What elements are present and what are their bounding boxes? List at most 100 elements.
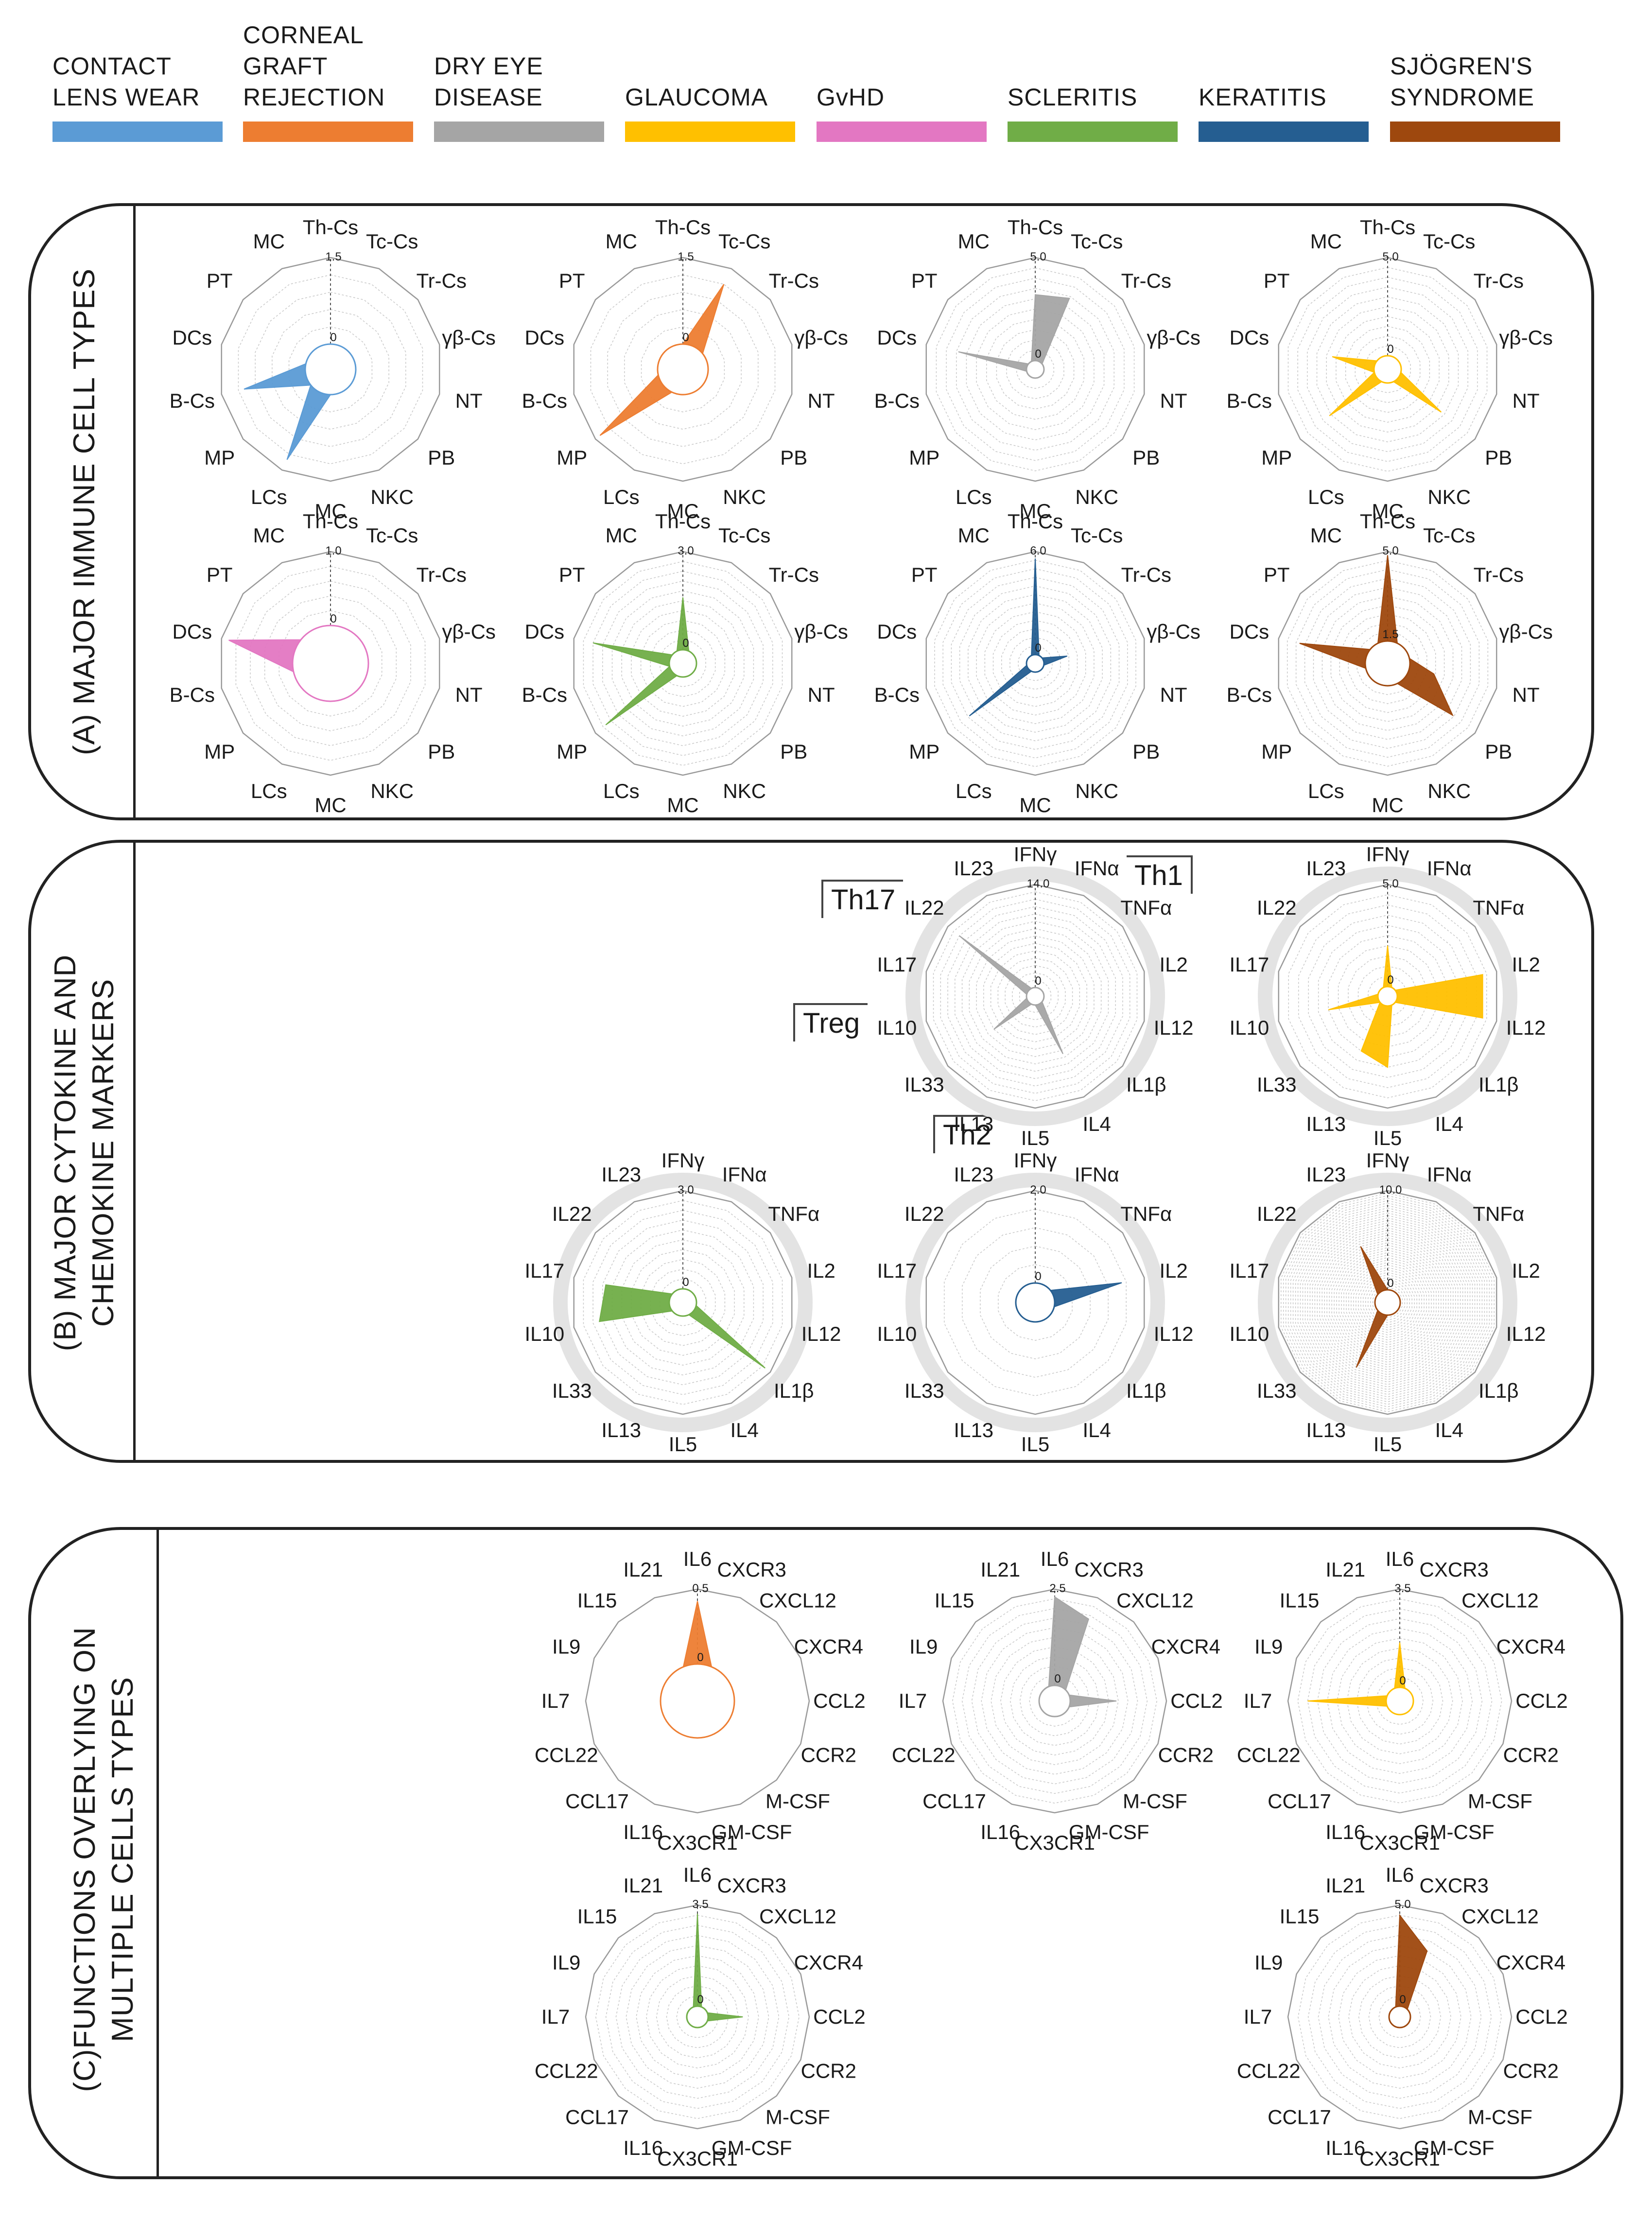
axis-label: IL21	[980, 1558, 1020, 1581]
axis-label: DCs	[524, 620, 564, 643]
outer-ring	[905, 867, 1165, 1126]
grid-ring	[1302, 1215, 1473, 1390]
grid-ring	[650, 629, 716, 697]
axis-label: γβ-Cs	[1499, 620, 1552, 643]
axis-label: CCL17	[565, 2105, 629, 2128]
axis-label: IL4	[1082, 1112, 1111, 1135]
panel-c-title: (C)FUNCTIONS OVERLYING ON MULTIPLE CELLS…	[68, 1627, 139, 2092]
axis-label: Th-Cs	[1008, 216, 1063, 239]
radar-chart: 0.5 0 IL6 CXCR3 CXCL12 CXCR4 CCL2 CCR2 M-CSF GM-C…	[535, 1547, 866, 1854]
axis-label: IL1β	[774, 1379, 814, 1402]
grid-ring	[942, 568, 1128, 759]
grid-ring	[1363, 1277, 1412, 1328]
axis-label: IL1β	[1126, 1379, 1166, 1402]
scale-max-label: 5.0	[1382, 544, 1398, 557]
axis-label: Tr-Cs	[417, 269, 467, 292]
grid-ring	[1019, 980, 1052, 1013]
grid-ring	[1278, 1190, 1497, 1415]
legend-label: GvHD	[817, 84, 885, 111]
radar-chart: 6.0 0 Th-Cs Tc-Cs Tr-Cs γβ-Cs NT PB NKC MC LCs MP B-…	[874, 510, 1200, 816]
grid-ring	[1317, 1230, 1459, 1375]
grid-ring	[1016, 350, 1054, 389]
grid-ring	[968, 594, 1103, 733]
grid-ring	[1298, 1915, 1502, 2119]
axis-label: B-Cs	[874, 683, 920, 706]
grid-ring	[1348, 623, 1427, 704]
scale-max-label: 10.0	[1379, 1183, 1402, 1197]
panel-b-title: (B) MAJOR CYTOKINE AND CHEMOKINE MARKERS	[49, 954, 120, 1352]
axis-label: IL2	[1512, 953, 1540, 976]
axis-label: IL6	[1386, 1863, 1414, 1886]
axis-label: Tc-Cs	[718, 230, 770, 253]
axis-label: IL6	[1386, 1547, 1414, 1570]
axis-label: PB	[1485, 740, 1512, 763]
axis-label: IL2	[1159, 1259, 1187, 1282]
axis-label: IL16	[980, 1821, 1020, 1843]
axis-label: Th-Cs	[303, 216, 358, 239]
scale-max-label: 1.5	[325, 250, 341, 263]
grid-ring	[1353, 1267, 1422, 1338]
axis-label: IL5	[669, 1433, 697, 1456]
grid-ring	[1018, 645, 1053, 681]
panel-b: (B) MAJOR CYTOKINE AND CHEMOKINE MARKERS	[28, 840, 1594, 1463]
zero-circle	[1015, 1282, 1056, 1323]
axis-label: IL23	[954, 857, 993, 880]
grid-ring	[983, 943, 1087, 1050]
axis-label: M-CSF	[1123, 1789, 1187, 1812]
axis-label: CCL2	[813, 1689, 865, 1712]
axis-label: PT	[559, 269, 585, 292]
axis-label: MP	[204, 740, 235, 763]
radar-chart: 3.5 0 IL6 CXCR3 CXCL12 CXCR4 CCL2 CCR2 M-CSF GM-C…	[1237, 1547, 1568, 1854]
axis-label: CXCR4	[1496, 1951, 1565, 1974]
grid-ring	[1368, 1985, 1431, 2048]
grid-ring	[621, 600, 745, 727]
grid-ring	[1278, 551, 1497, 776]
scale-max-label: 2.0	[1030, 1183, 1046, 1197]
grid-ring	[621, 1239, 745, 1366]
axis-label: MC	[667, 500, 698, 522]
grid-ring	[660, 1279, 706, 1326]
axis-label: IL23	[1306, 857, 1346, 880]
axis-label: CXCR3	[717, 1558, 786, 1581]
axis-label: IL9	[1254, 1951, 1283, 1974]
grid-ring	[925, 551, 1145, 776]
outer-ring	[905, 1173, 1165, 1432]
axis-label: Tc-Cs	[1423, 230, 1475, 253]
scale-min-label: 0	[1054, 1672, 1061, 1685]
axis-label: γβ-Cs	[794, 620, 848, 643]
scale-max-label: 5.0	[1030, 250, 1046, 263]
grid-ring	[966, 298, 1105, 440]
axis-label: CCL22	[535, 1744, 598, 1767]
axis-label: IL6	[683, 1547, 712, 1570]
scale-min-label: 0	[1035, 974, 1041, 988]
axis-label: IL1β	[1478, 1073, 1519, 1096]
zero-circle	[304, 343, 357, 396]
zero-circle	[1364, 640, 1411, 687]
grid-ring	[1287, 1200, 1488, 1405]
axis-label: B-Cs	[170, 389, 215, 412]
axis-label: IL22	[1257, 896, 1297, 919]
axis-label: MC	[1372, 500, 1403, 522]
scale-max-label: 3.0	[678, 544, 694, 557]
axis-label: MP	[909, 740, 939, 763]
axis-label: IL15	[577, 1905, 617, 1928]
axis-label: IL15	[577, 1589, 617, 1612]
grid-ring	[1336, 316, 1440, 423]
axis-label: MP	[556, 446, 587, 469]
axis-label: γβ-Cs	[794, 326, 848, 349]
axis-label: IL13	[1306, 1112, 1346, 1135]
axis-label: DCs	[877, 620, 917, 643]
grid-ring	[1360, 1274, 1415, 1331]
grid-ring	[1280, 1193, 1495, 1412]
axis-label: IFNγ	[1014, 843, 1057, 866]
axis-label: LCs	[956, 486, 992, 508]
axis-label: IL7	[1244, 2005, 1272, 2028]
grid-ring	[1313, 587, 1462, 740]
axis-label: CCL2	[1515, 1689, 1567, 1712]
grid-ring	[264, 595, 397, 731]
grid-ring	[1358, 1272, 1417, 1333]
grid-ring	[221, 551, 440, 776]
axis-label: IL4	[1082, 1419, 1111, 1441]
axis-label: IL5	[1374, 1433, 1402, 1456]
